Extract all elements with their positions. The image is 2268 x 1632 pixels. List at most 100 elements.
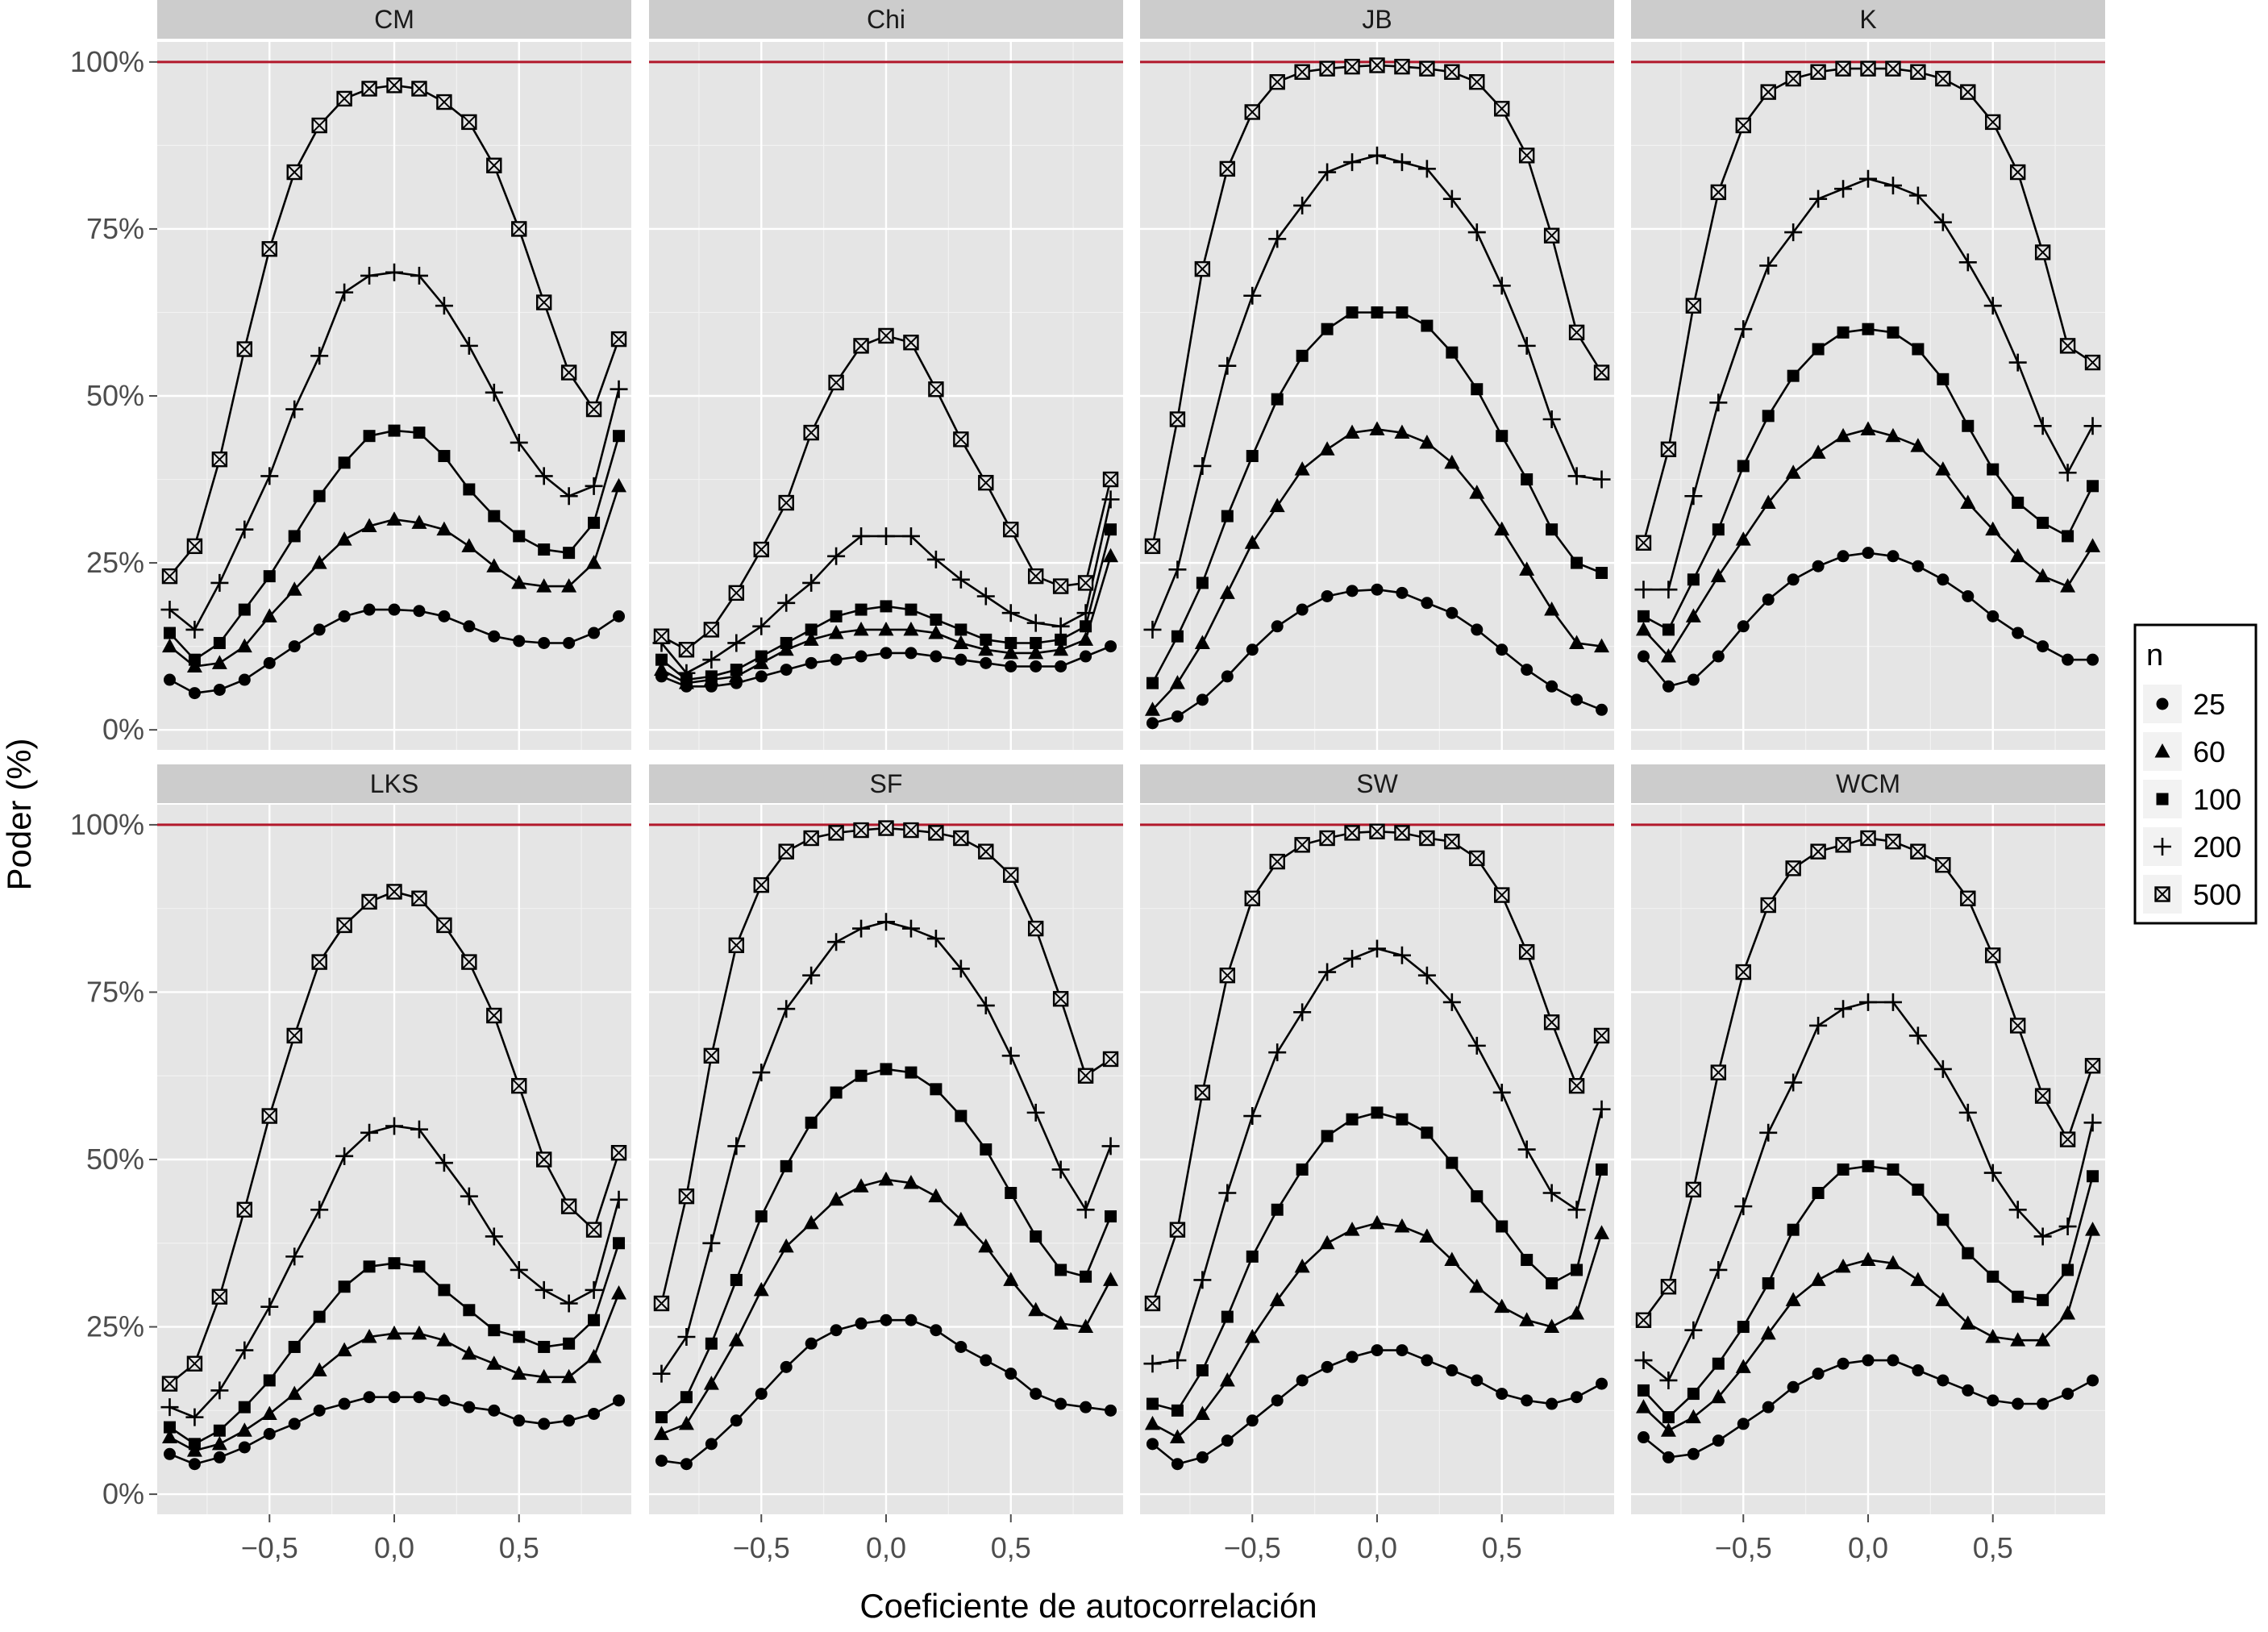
data-point: [1983, 1164, 2002, 1182]
data-point: [461, 114, 477, 131]
data-point: [1294, 461, 1310, 476]
data-point: [2058, 1218, 2077, 1236]
data-point: [752, 1064, 771, 1082]
x-tick-label: −0,5: [241, 1531, 298, 1564]
data-point: [211, 655, 227, 669]
data-point: [261, 1405, 277, 1420]
data-point: [1271, 393, 1284, 406]
data-point: [951, 570, 970, 589]
data-point: [413, 1391, 426, 1404]
data-point: [338, 1397, 351, 1410]
data-point: [1710, 1388, 1726, 1404]
data-point: [1103, 547, 1119, 563]
data-point: [880, 600, 893, 613]
data-point: [1171, 630, 1184, 643]
data-point: [511, 1077, 527, 1094]
series-n-25: [1637, 1354, 2099, 1463]
data-point: [1101, 1137, 1120, 1155]
data-point: [1935, 1292, 1951, 1306]
data-point: [286, 1385, 302, 1401]
data-point: [855, 1317, 868, 1330]
data-point: [1933, 1060, 1952, 1078]
data-point: [1862, 1354, 1875, 1367]
data-point: [1146, 677, 1159, 689]
data-point: [1812, 560, 1825, 572]
y-tick-label: 100%: [70, 808, 144, 841]
data-point: [163, 627, 176, 639]
data-point: [1568, 324, 1585, 341]
data-point: [186, 538, 203, 555]
data-point: [1321, 1130, 1334, 1143]
data-point: [1467, 223, 1486, 242]
data-point: [1635, 535, 1652, 551]
data-point: [1985, 521, 2001, 536]
data-point: [853, 1178, 869, 1193]
data-point: [2058, 464, 2077, 482]
data-point: [1592, 470, 1611, 489]
data-point: [163, 673, 176, 686]
x-tick-label: 0,5: [1973, 1531, 2013, 1564]
data-point: [1635, 621, 1651, 636]
data-point: [1244, 890, 1260, 906]
data-point: [335, 283, 354, 302]
data-point: [2062, 653, 2074, 666]
data-point: [2083, 417, 2102, 435]
data-point: [485, 383, 503, 402]
data-point: [1467, 1036, 1486, 1055]
data-point: [536, 578, 552, 593]
data-point: [361, 893, 377, 910]
data-point: [1027, 568, 1044, 585]
data-point: [1809, 1016, 1828, 1035]
data-point: [1344, 58, 1360, 75]
data-point: [905, 647, 918, 660]
legend-box: [2133, 623, 2258, 925]
y-axis-title: Poder (%): [0, 738, 38, 890]
data-point: [1862, 547, 1875, 560]
facet-strip: [1631, 0, 2105, 39]
data-point: [2010, 547, 2026, 563]
data-point: [411, 1325, 427, 1340]
series-n-100: [1146, 306, 1608, 689]
data-point: [1169, 675, 1185, 689]
series-n-200: [1634, 169, 2102, 599]
data-point: [1908, 186, 1927, 205]
data-point: [236, 341, 253, 357]
data-point: [1005, 660, 1017, 672]
data-point: [463, 1304, 476, 1317]
data-point: [677, 1328, 696, 1346]
data-point: [1371, 306, 1384, 318]
data-point: [1960, 84, 1976, 100]
data-point: [1169, 1429, 1185, 1444]
data-point: [905, 603, 918, 616]
data-point: [1734, 1197, 1753, 1216]
data-point: [388, 1257, 401, 1270]
data-point: [1596, 1377, 1608, 1390]
data-point: [728, 585, 745, 602]
data-point: [1494, 521, 1510, 536]
data-point: [878, 820, 894, 836]
data-point: [1910, 1272, 1926, 1286]
data-point: [2034, 1088, 2051, 1104]
data-point: [363, 1260, 376, 1273]
facet-title: SW: [1356, 769, 1398, 798]
data-point: [1885, 60, 1901, 77]
data-point: [2059, 1131, 2076, 1147]
data-point: [1446, 1364, 1459, 1377]
data-point: [1637, 610, 1650, 622]
data-point: [980, 1354, 993, 1367]
y-tick-label: 0%: [102, 1477, 144, 1510]
data-point: [1835, 1258, 1851, 1273]
series-n-100: [1146, 1106, 1608, 1417]
data-point: [928, 825, 944, 841]
legend-entry-25: 25: [2143, 685, 2225, 723]
data-point: [488, 510, 501, 522]
data-point: [313, 623, 326, 636]
data-point: [538, 1340, 551, 1353]
series-n-500: [653, 327, 1119, 658]
data-point: [2008, 1201, 2027, 1219]
data-point: [1810, 843, 1826, 860]
data-point: [188, 653, 201, 666]
data-point: [613, 1237, 626, 1250]
data-point: [161, 638, 177, 653]
data-point: [1885, 833, 1901, 850]
